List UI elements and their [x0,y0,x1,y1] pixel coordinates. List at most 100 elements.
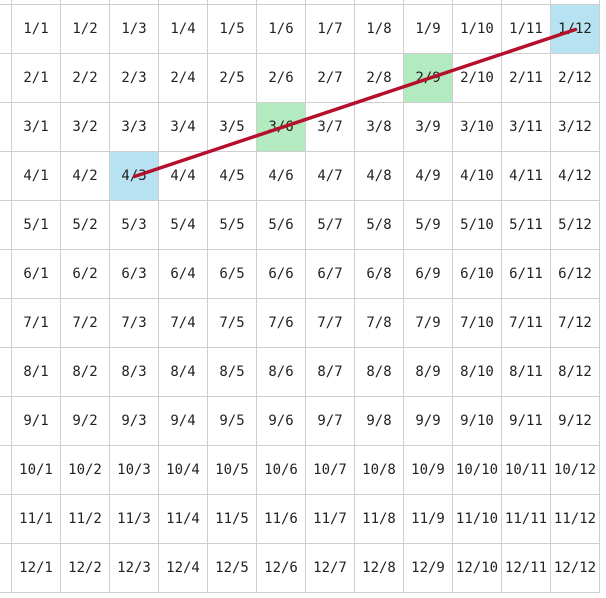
fraction-cell-5-11: 5/11 [502,201,551,250]
fraction-cell-4-3: 4/3 [110,152,159,201]
fraction-cell-2-1: 2/1 [12,54,61,103]
grid-edge [0,5,12,54]
fraction-cell-3-9: 3/9 [404,103,453,152]
fraction-cell-3-5: 3/5 [208,103,257,152]
fraction-cell-9-2: 9/2 [61,397,110,446]
fraction-cell-1-11: 1/11 [502,5,551,54]
fraction-cell-10-3: 10/3 [110,446,159,495]
fraction-cell-9-4: 9/4 [159,397,208,446]
fraction-cell-6-3: 6/3 [110,250,159,299]
fraction-cell-3-4: 3/4 [159,103,208,152]
fraction-cell-5-10: 5/10 [453,201,502,250]
fraction-cell-12-5: 12/5 [208,544,257,593]
fraction-cell-10-8: 10/8 [355,446,404,495]
fraction-cell-10-12: 10/12 [551,446,600,495]
fraction-cell-7-6: 7/6 [257,299,306,348]
fraction-cell-11-1: 11/1 [12,495,61,544]
fraction-cell-7-5: 7/5 [208,299,257,348]
fraction-cell-9-3: 9/3 [110,397,159,446]
fraction-cell-12-7: 12/7 [306,544,355,593]
fraction-cell-10-1: 10/1 [12,446,61,495]
fraction-cell-12-11: 12/11 [502,544,551,593]
grid-edge [208,0,257,5]
fraction-cell-5-4: 5/4 [159,201,208,250]
fraction-cell-1-6: 1/6 [257,5,306,54]
fraction-cell-10-9: 10/9 [404,446,453,495]
fraction-cell-7-1: 7/1 [12,299,61,348]
fraction-cell-12-2: 12/2 [61,544,110,593]
fraction-cell-9-6: 9/6 [257,397,306,446]
fraction-cell-2-2: 2/2 [61,54,110,103]
fraction-cell-9-10: 9/10 [453,397,502,446]
fraction-cell-11-6: 11/6 [257,495,306,544]
fraction-cell-1-2: 1/2 [61,5,110,54]
fraction-cell-12-10: 12/10 [453,544,502,593]
fraction-cell-2-10: 2/10 [453,54,502,103]
fraction-cell-4-5: 4/5 [208,152,257,201]
grid-edge [0,0,12,5]
grid-edge [0,446,12,495]
fraction-cell-3-6: 3/6 [257,103,306,152]
grid-edge [502,0,551,5]
grid-edge [159,0,208,5]
fraction-cell-5-9: 5/9 [404,201,453,250]
grid-edge [0,348,12,397]
grid-edge [551,0,600,5]
fraction-cell-8-2: 8/2 [61,348,110,397]
fraction-cell-6-12: 6/12 [551,250,600,299]
fraction-cell-4-2: 4/2 [61,152,110,201]
fraction-cell-1-1: 1/1 [12,5,61,54]
fraction-cell-11-5: 11/5 [208,495,257,544]
grid-edge [0,397,12,446]
fraction-cell-11-4: 11/4 [159,495,208,544]
fraction-cell-10-7: 10/7 [306,446,355,495]
fraction-cell-6-1: 6/1 [12,250,61,299]
fraction-cell-4-11: 4/11 [502,152,551,201]
fraction-cell-4-10: 4/10 [453,152,502,201]
grid-edge [0,152,12,201]
fraction-cell-5-7: 5/7 [306,201,355,250]
fraction-cell-8-6: 8/6 [257,348,306,397]
fraction-cell-5-12: 5/12 [551,201,600,250]
grid-edge [0,54,12,103]
fraction-cell-2-4: 2/4 [159,54,208,103]
fraction-cell-8-4: 8/4 [159,348,208,397]
fraction-cell-6-8: 6/8 [355,250,404,299]
fraction-cell-3-3: 3/3 [110,103,159,152]
fraction-cell-3-8: 3/8 [355,103,404,152]
fraction-cell-4-7: 4/7 [306,152,355,201]
fraction-cell-9-7: 9/7 [306,397,355,446]
fraction-cell-8-10: 8/10 [453,348,502,397]
fraction-cell-1-4: 1/4 [159,5,208,54]
fraction-cell-12-4: 12/4 [159,544,208,593]
fraction-cell-7-4: 7/4 [159,299,208,348]
fraction-cell-3-1: 3/1 [12,103,61,152]
fraction-cell-1-8: 1/8 [355,5,404,54]
grid-edge [0,250,12,299]
fraction-cell-12-9: 12/9 [404,544,453,593]
fraction-cell-11-2: 11/2 [61,495,110,544]
fraction-cell-9-11: 9/11 [502,397,551,446]
fraction-cell-7-11: 7/11 [502,299,551,348]
fraction-cell-11-12: 11/12 [551,495,600,544]
fraction-cell-6-4: 6/4 [159,250,208,299]
fraction-cell-10-11: 10/11 [502,446,551,495]
fraction-cell-1-3: 1/3 [110,5,159,54]
grid-edge [306,0,355,5]
fraction-cell-4-6: 4/6 [257,152,306,201]
fraction-cell-11-3: 11/3 [110,495,159,544]
fraction-cell-11-10: 11/10 [453,495,502,544]
fraction-cell-1-9: 1/9 [404,5,453,54]
fraction-cell-7-9: 7/9 [404,299,453,348]
fraction-cell-10-6: 10/6 [257,446,306,495]
fraction-cell-6-6: 6/6 [257,250,306,299]
fraction-cell-6-11: 6/11 [502,250,551,299]
fraction-cell-11-8: 11/8 [355,495,404,544]
fraction-cell-12-8: 12/8 [355,544,404,593]
fraction-cell-7-7: 7/7 [306,299,355,348]
fraction-cell-2-11: 2/11 [502,54,551,103]
fraction-cell-2-6: 2/6 [257,54,306,103]
fraction-cell-8-9: 8/9 [404,348,453,397]
grid-edge [0,103,12,152]
fraction-cell-4-9: 4/9 [404,152,453,201]
